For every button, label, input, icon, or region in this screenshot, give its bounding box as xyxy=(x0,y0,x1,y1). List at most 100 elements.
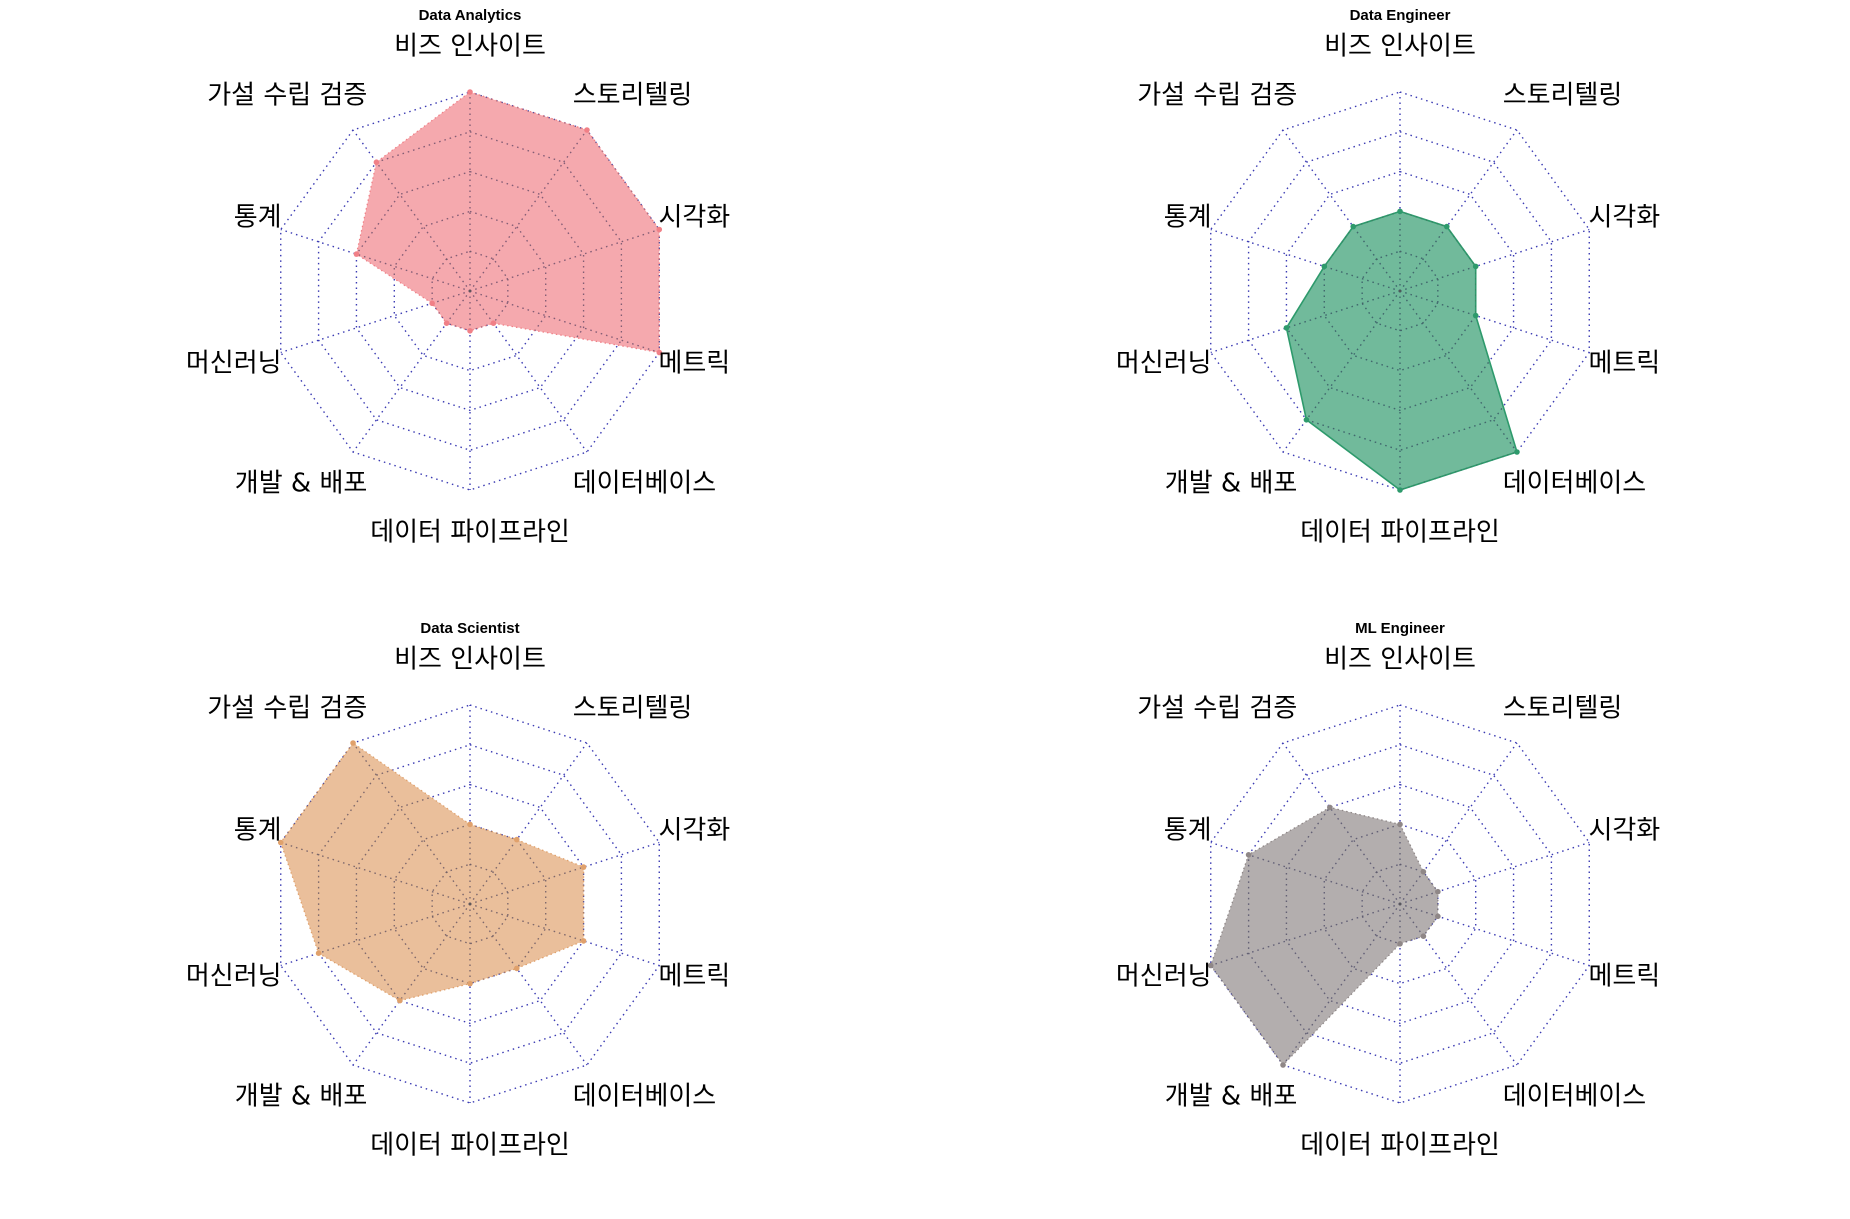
grid-ring-overlay xyxy=(431,863,509,945)
axis-label: 비즈 인사이트 xyxy=(1324,32,1476,62)
axis-label: 머신러닝 xyxy=(186,348,282,378)
data-area xyxy=(280,742,585,1002)
data-point xyxy=(277,839,284,846)
data-point xyxy=(1397,208,1403,215)
data-point xyxy=(467,821,473,828)
grid-ring xyxy=(1285,783,1515,1025)
axis-label: 시각화 xyxy=(658,816,730,846)
grid-spoke-overlay xyxy=(1286,290,1401,354)
data-point xyxy=(1280,1062,1286,1068)
data-point xyxy=(580,938,587,944)
axis-label: 데이터 파이프라인 xyxy=(370,518,570,548)
grid-ring-overlay xyxy=(1286,211,1515,412)
axis-label: 가설 수립 검증 xyxy=(207,81,367,111)
data-point xyxy=(1207,962,1214,969)
grid-spoke-overlay xyxy=(352,903,471,1001)
data-point xyxy=(656,349,663,356)
data-point xyxy=(1350,223,1357,230)
data-point xyxy=(656,226,663,233)
grid-spoke-overlay xyxy=(1282,807,1401,905)
data-point xyxy=(490,320,497,326)
grid-ring-overlay xyxy=(1361,863,1438,945)
grid-spoke-overlay xyxy=(469,841,584,905)
data-area xyxy=(1210,806,1439,1067)
data-point xyxy=(315,950,322,956)
axis-label: 메트릭 xyxy=(1588,961,1660,991)
data-point xyxy=(1283,325,1290,331)
data-point xyxy=(1397,941,1403,947)
data-point xyxy=(443,320,450,326)
axis-label: 시각화 xyxy=(1588,816,1660,846)
axis-label: 스토리텔링 xyxy=(573,694,693,724)
axis-label: 메트릭 xyxy=(658,348,730,378)
axis-label: 데이터베이스 xyxy=(573,1081,717,1111)
grid-ring xyxy=(1247,131,1553,451)
data-point xyxy=(350,740,356,746)
axis-label: 개발 & 배포 xyxy=(235,1081,367,1111)
grid-spoke-overlay xyxy=(1399,841,1438,905)
grid-spoke-overlay xyxy=(280,841,471,905)
data-area xyxy=(1285,210,1518,491)
data-point xyxy=(1420,933,1427,939)
grid-spoke-overlay xyxy=(1399,290,1517,453)
radar-panel-0: Data Analytics 비즈 인사이트스토리텔링시각화메트릭데이터베이스데이… xyxy=(186,7,730,548)
data-point xyxy=(373,159,380,166)
data-point xyxy=(1514,449,1520,455)
data-point xyxy=(584,127,590,133)
data-point xyxy=(1327,804,1333,811)
axis-label: 데이터베이스 xyxy=(573,468,717,498)
data-point xyxy=(513,836,520,843)
axis-label: 통계 xyxy=(234,816,282,846)
grid-ring-overlay xyxy=(431,250,509,332)
grid-spoke-overlay xyxy=(1210,903,1401,967)
axis-label: 메트릭 xyxy=(1588,348,1660,378)
grid-spoke-overlay xyxy=(1399,211,1517,292)
axis-label: 비즈 인사이트 xyxy=(394,645,546,675)
grid-spoke-overlay xyxy=(356,228,471,292)
data-point xyxy=(513,965,520,972)
data-point xyxy=(1321,263,1328,270)
axis-label: 가설 수립 검증 xyxy=(1137,81,1297,111)
chart-title: Data Analytics xyxy=(419,7,522,24)
grid-spoke-overlay xyxy=(352,743,471,905)
axis-label: 가설 수립 검증 xyxy=(1137,694,1297,724)
axis-label: 시각화 xyxy=(658,203,730,233)
axis-label: 데이터 파이프라인 xyxy=(1300,518,1500,548)
grid-ring xyxy=(280,704,660,1104)
data-point xyxy=(1303,416,1310,423)
data-point xyxy=(1435,913,1441,920)
axis-label: 개발 & 배포 xyxy=(1165,468,1297,498)
axis-label: 스토리텔링 xyxy=(1503,694,1623,724)
data-point xyxy=(467,328,473,334)
grid-ring-overlay xyxy=(317,744,584,1001)
grid-spoke-overlay xyxy=(1399,903,1438,1065)
data-point xyxy=(1443,223,1450,230)
grid-ring xyxy=(355,783,585,1025)
chart-title: ML Engineer xyxy=(1355,620,1445,637)
data-point xyxy=(1397,487,1403,493)
data-point xyxy=(467,89,473,95)
grid-spoke-overlay xyxy=(1399,807,1438,905)
radar-panel-2: Data Scientist 비즈 인사이트스토리텔링시각화메트릭데이터베이스데이… xyxy=(186,620,730,1161)
chart-title: Data Engineer xyxy=(1350,7,1451,24)
axis-label: 데이터베이스 xyxy=(1503,468,1647,498)
grid-ring-overlay xyxy=(1361,250,1439,332)
chart-title: Data Scientist xyxy=(420,620,519,637)
axis-label: 스토리텔링 xyxy=(573,81,693,111)
grid-spoke-overlay xyxy=(1282,903,1401,1065)
axis-label: 가설 수립 검증 xyxy=(207,694,367,724)
axis-label: 데이터베이스 xyxy=(1503,1081,1647,1111)
axis-label: 머신러닝 xyxy=(186,961,282,991)
grid-ring xyxy=(280,91,660,491)
data-point xyxy=(1245,852,1252,858)
data-point xyxy=(1397,821,1403,828)
axis-label: 데이터 파이프라인 xyxy=(1300,1131,1500,1161)
grid-ring xyxy=(355,170,585,412)
data-point xyxy=(1420,869,1427,875)
grid-ring xyxy=(1210,91,1590,491)
grid-spoke-overlay xyxy=(1399,903,1438,967)
data-point xyxy=(397,997,403,1004)
